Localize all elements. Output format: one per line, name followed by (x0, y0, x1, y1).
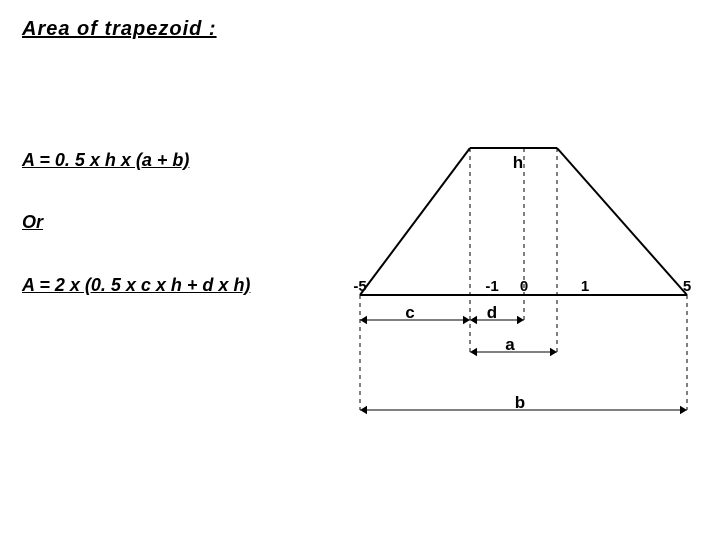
formula-a-hb: A = 0. 5 x h x (a + b) (22, 150, 189, 171)
tick-label: 0 (520, 278, 528, 295)
svg-text:b: b (515, 393, 525, 412)
tick-label: -5 (353, 278, 366, 295)
tick-label: -1 (485, 278, 498, 295)
page-title: Area of trapezoid : (22, 18, 217, 41)
trapezoid-diagram: h -5 -1 0 1 5 c da b (340, 110, 710, 440)
tick-label: 5 (683, 278, 691, 295)
or-label: Or (22, 212, 43, 233)
svg-text:a: a (505, 335, 515, 354)
tick-label: 1 (581, 278, 589, 295)
label-h: h (513, 153, 523, 172)
formula-a-cdh: A = 2 x (0. 5 x c x h + d x h) (22, 275, 250, 296)
diagram-svg: h -5 -1 0 1 5 c da b (340, 110, 710, 440)
svg-text:c: c (405, 303, 414, 322)
svg-text:d: d (487, 303, 497, 322)
